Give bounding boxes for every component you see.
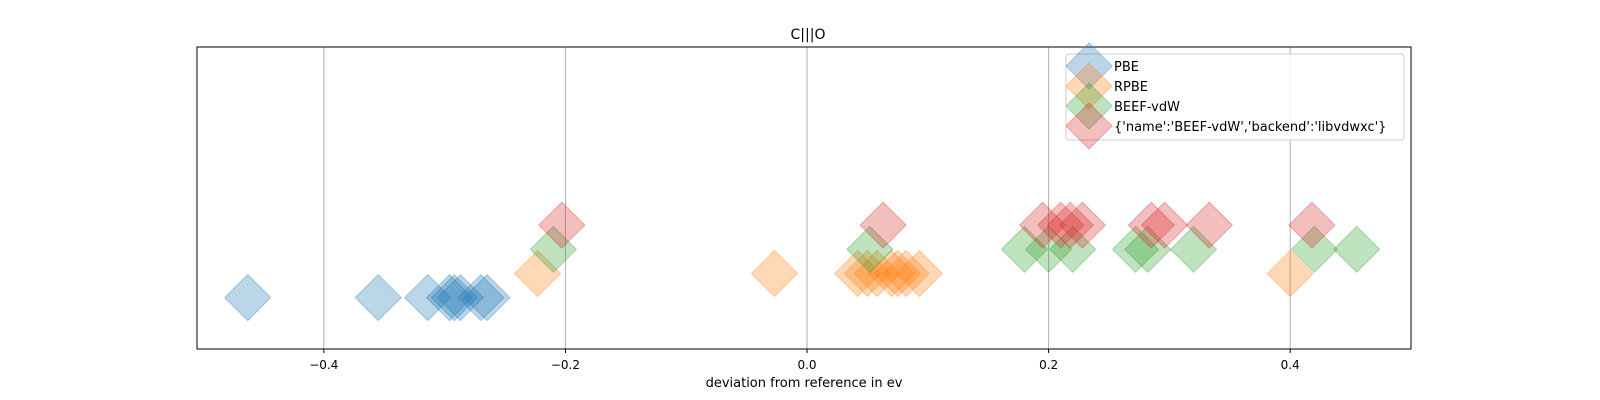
point-series-1: [895, 249, 944, 298]
point-series-1: [843, 249, 892, 298]
legend-label-0: PBE: [1114, 60, 1139, 75]
point-series-0: [457, 273, 505, 322]
point-series-3: [1288, 201, 1336, 249]
point-series-2: [1123, 225, 1172, 274]
point-series-0: [436, 273, 485, 322]
legend-marker-1: [1065, 62, 1113, 110]
point-series-0: [430, 273, 479, 322]
legend-label-3: {'name':'BEEF-vdW','backend':'libvdwxc'}: [1114, 120, 1386, 135]
point-series-2: [1290, 225, 1339, 274]
point-series-3: [859, 201, 907, 249]
point-series-3: [1036, 201, 1085, 249]
point-series-2: [1000, 225, 1049, 274]
point-series-0: [425, 273, 474, 322]
point-series-3: [1058, 201, 1107, 249]
point-series-3: [1185, 201, 1233, 249]
chart-title: C|||O: [791, 27, 826, 43]
point-series-1: [882, 249, 930, 298]
point-series-2: [846, 225, 894, 274]
x-tick-label: −0.4: [309, 358, 338, 372]
point-series-2: [1049, 225, 1097, 274]
point-series-2: [1024, 225, 1073, 274]
point-series-1: [873, 249, 922, 298]
legend-box: [1065, 53, 1405, 141]
point-series-1: [750, 249, 799, 298]
point-series-3: [1018, 201, 1067, 249]
plot-frame: [196, 46, 1412, 350]
point-series-1: [867, 249, 916, 298]
x-axis-ticks: −0.4 −0.2 0.0 0.2 0.4: [309, 349, 1300, 372]
x-tick-label: 0.2: [1039, 358, 1058, 372]
point-series-2: [1332, 225, 1381, 274]
point-series-3: [1046, 201, 1095, 249]
point-series-3: [1140, 201, 1189, 249]
point-series-1: [513, 249, 562, 298]
point-series-3: [1127, 201, 1175, 249]
x-axis-label: deviation from reference in ev: [706, 376, 903, 391]
legend-label-2: BEEF-vdW: [1114, 100, 1180, 115]
point-series-1: [1266, 249, 1314, 298]
point-series-0: [354, 273, 402, 322]
point-series-0: [224, 273, 272, 322]
legend-marker-3: [1065, 102, 1113, 150]
legend: PBE RPBE BEEF-vdW {'name':'BEEF-vdW','backe…: [1065, 42, 1405, 150]
x-tick-label: 0.0: [797, 358, 816, 372]
x-tick-label: 0.4: [1281, 358, 1300, 372]
legend-label-1: RPBE: [1114, 80, 1148, 95]
point-series-2: [1169, 225, 1218, 274]
point-series-2: [1111, 225, 1160, 274]
data-points: [224, 201, 1381, 322]
point-series-2: [529, 225, 578, 274]
legend-marker-2: [1065, 82, 1113, 130]
legend-marker-0: [1065, 42, 1113, 90]
point-series-0: [404, 273, 452, 322]
point-series-0: [463, 273, 511, 322]
point-series-1: [853, 249, 901, 298]
point-series-3: [538, 201, 586, 249]
point-series-1: [834, 249, 882, 298]
x-tick-label: −0.2: [551, 358, 580, 372]
